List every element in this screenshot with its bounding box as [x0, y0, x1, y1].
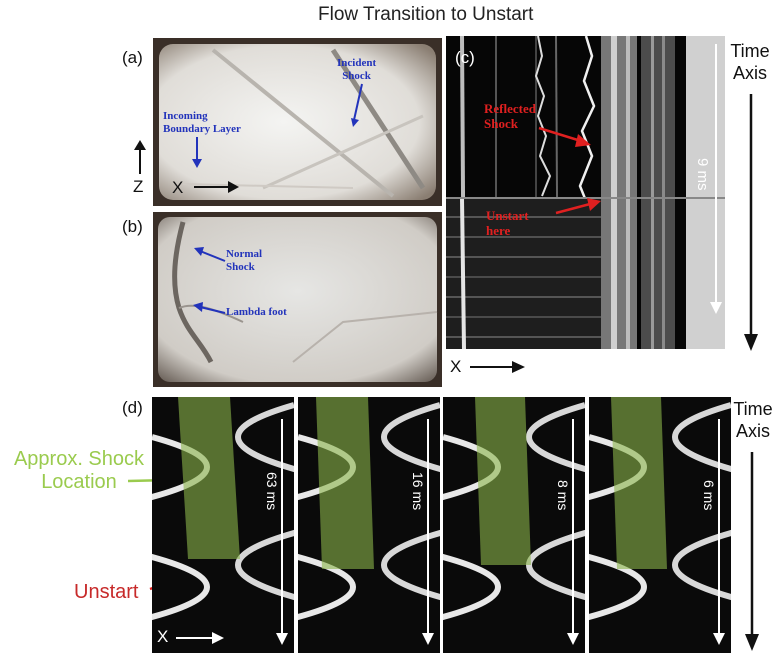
panel-d-strip-4 — [589, 397, 731, 653]
panel-d-letter: (d) — [122, 398, 143, 417]
boundary-layer-label: Incoming Boundary Layer — [163, 110, 241, 135]
panel-b-letter: (b) — [122, 217, 143, 236]
panel-d-strip-3 — [443, 397, 585, 653]
reflected-shock-arrow — [538, 126, 591, 147]
panel-c-x-label: X — [450, 357, 462, 376]
unstart-here-label: Unstart here — [486, 208, 529, 238]
figure-title: Flow Transition to Unstart — [318, 4, 534, 25]
z-axis-arrow — [134, 140, 146, 174]
strip-2-duration: 16 ms — [410, 472, 426, 511]
reflected-shock-label: Reflected Shock — [484, 101, 536, 131]
panel-d-time-axis-arrow — [745, 452, 759, 651]
panel-d-x-arrow — [176, 632, 224, 644]
panel-a-x-arrow — [194, 181, 239, 193]
unstart-here-arrow — [555, 198, 601, 215]
shock-location-label: Approx. Shock Location — [13, 448, 145, 493]
panel-c-image — [446, 36, 725, 349]
panel-d-time-axis-label: Time Axis — [733, 399, 773, 441]
strip-4-duration: 6 ms — [701, 480, 717, 511]
panel-a-x-label: X — [172, 178, 184, 197]
panel-c-letter: (c) — [455, 48, 475, 67]
panel-b-image — [153, 212, 442, 387]
panel-c-time-arrow — [710, 44, 722, 314]
strip-3-duration: 8 ms — [555, 480, 571, 511]
panel-c-time-axis-arrow — [744, 94, 758, 351]
panel-c-x-arrow — [470, 361, 525, 373]
normal-shock-arrow — [194, 247, 226, 262]
panel-a-letter: (a) — [122, 48, 143, 67]
incident-shock-label: Incident Shock — [337, 57, 377, 82]
panel-d-x-label: X — [157, 627, 169, 646]
panel-a-image — [153, 38, 442, 206]
strip-1-duration: 63 ms — [264, 472, 280, 511]
lambda-foot-arrow — [193, 302, 226, 314]
lambda-foot-label: Lambda foot — [226, 306, 287, 318]
incident-shock-arrow — [351, 83, 363, 127]
boundary-layer-arrow — [192, 137, 202, 168]
panel-c-time-axis-label: Time Axis — [730, 41, 770, 83]
z-axis-label: Z — [133, 177, 144, 196]
normal-shock-label: Normal Shock — [226, 248, 263, 273]
unstart-label: Unstart — [74, 581, 139, 603]
panel-d-strip-2 — [298, 397, 440, 653]
panel-d-strip-1 — [152, 397, 294, 653]
